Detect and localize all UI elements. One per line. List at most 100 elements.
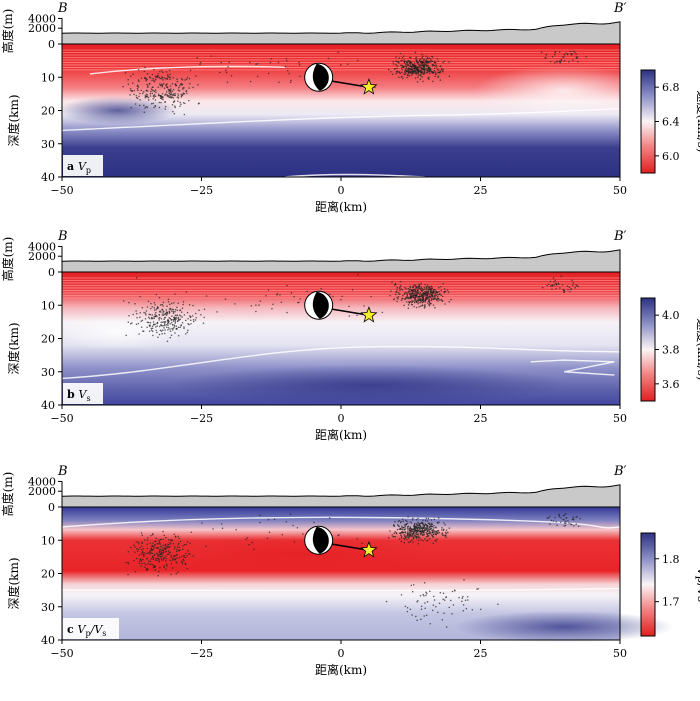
earthquake-dot — [172, 312, 175, 314]
earthquake-dot — [414, 535, 417, 537]
earthquake-dot — [162, 324, 164, 327]
earthquake-dot — [414, 67, 416, 70]
earthquake-dot — [431, 523, 433, 526]
earthquake-dot — [396, 71, 399, 73]
earthquake-dot — [394, 67, 396, 70]
earthquake-dot — [176, 80, 179, 83]
earthquake-dot — [185, 78, 188, 80]
earthquake-dot — [165, 536, 167, 539]
earthquake-dot — [173, 318, 176, 320]
x-tick-label: 50 — [613, 412, 627, 425]
earthquake-dot — [168, 75, 170, 78]
earthquake-dot — [175, 572, 178, 575]
earthquake-dot — [585, 55, 587, 58]
earthquake-dot — [422, 539, 424, 542]
earthquake-dot — [133, 551, 136, 554]
earthquake-dot — [145, 95, 147, 97]
earthquake-dot — [150, 102, 153, 105]
earthquake-dot — [135, 312, 138, 315]
earthquake-dot — [177, 302, 179, 304]
colorbar: 1.71.8Vp/Vs — [640, 532, 700, 637]
earthquake-dot — [174, 322, 177, 324]
earthquake-dot — [177, 100, 179, 102]
earthquake-dot — [162, 71, 164, 73]
earthquake-dot — [435, 294, 438, 296]
earthquake-dot — [427, 522, 430, 525]
earthquake-dot — [165, 86, 168, 88]
earthquake-dot — [195, 75, 197, 77]
earthquake-dot — [173, 100, 176, 102]
earthquake-dot — [417, 76, 419, 78]
earthquake-dot — [417, 72, 420, 75]
earthquake-dot — [416, 524, 419, 527]
earthquake-dot — [434, 292, 437, 294]
earthquake-dot — [420, 539, 422, 541]
earthquake-dot — [187, 329, 189, 332]
earthquake-dot — [432, 529, 434, 531]
earthquake-dot — [160, 330, 163, 332]
earthquake-dot — [413, 294, 415, 296]
earthquake-dot — [401, 64, 403, 67]
earthquake-dot — [159, 548, 161, 550]
earthquake-dot — [442, 282, 444, 285]
earthquake-dot — [166, 326, 168, 329]
earthquake-dot — [129, 94, 131, 96]
earthquake-dot — [393, 535, 395, 538]
earthquake-dot — [401, 69, 403, 71]
earthquake-dot — [420, 608, 423, 610]
earthquake-dot — [399, 281, 402, 283]
elevation-axis-label: 高度(m) — [0, 9, 15, 54]
panel-label: c Vp/Vs — [63, 618, 119, 639]
earthquake-dot — [149, 560, 152, 563]
earthquake-dot — [413, 284, 416, 286]
earthquake-dot — [407, 291, 409, 294]
earthquake-dot — [160, 538, 162, 540]
earthquake-dot — [139, 295, 141, 298]
earthquake-dot — [185, 90, 187, 92]
earthquake-dot — [144, 566, 146, 568]
earthquake-dot — [293, 296, 295, 298]
earthquake-dot — [167, 326, 170, 329]
earthquake-dot — [197, 102, 200, 105]
depth-tick-label: 30 — [41, 366, 55, 379]
earthquake-dot — [411, 614, 413, 616]
depth-tick-label: 30 — [41, 138, 55, 151]
earthquake-dot — [186, 567, 189, 570]
earthquake-dot — [159, 552, 162, 555]
earthquake-dot — [171, 559, 174, 561]
earthquake-dot — [403, 304, 405, 307]
profile-end-label: B′ — [613, 1, 627, 16]
earthquake-dot — [423, 307, 426, 309]
earthquake-dot — [440, 299, 443, 301]
earthquake-dot — [443, 612, 445, 614]
earthquake-dot — [144, 107, 146, 109]
earthquake-dot — [428, 60, 430, 62]
earthquake-dot — [162, 98, 164, 101]
earthquake-dot — [425, 58, 428, 60]
earthquake-dot — [407, 287, 410, 290]
earthquake-dot — [156, 315, 158, 318]
earthquake-dot — [149, 553, 151, 555]
earthquake-dot — [363, 305, 365, 307]
earthquake-dot — [188, 323, 190, 326]
earthquake-dot — [427, 291, 429, 294]
earthquake-dot — [138, 104, 141, 107]
earthquake-dot — [161, 92, 164, 95]
earthquake-dot — [579, 517, 581, 520]
earthquake-dot — [396, 67, 398, 69]
earthquake-dot — [450, 599, 452, 602]
earthquake-dot — [476, 588, 478, 590]
earthquake-dot — [170, 309, 172, 311]
earthquake-dot — [279, 294, 281, 296]
earthquake-dot — [435, 290, 437, 292]
earthquake-dot — [157, 546, 159, 549]
earthquake-dot — [286, 60, 288, 62]
earthquake-dot — [434, 61, 436, 63]
earthquake-dot — [570, 523, 573, 526]
earthquake-dot — [406, 76, 408, 79]
earthquake-dot — [406, 534, 409, 537]
earthquake-dot — [159, 83, 161, 85]
earthquake-dot — [409, 297, 412, 299]
colorbar-tick-label: 1.7 — [662, 596, 680, 609]
earthquake-dot — [404, 526, 407, 528]
